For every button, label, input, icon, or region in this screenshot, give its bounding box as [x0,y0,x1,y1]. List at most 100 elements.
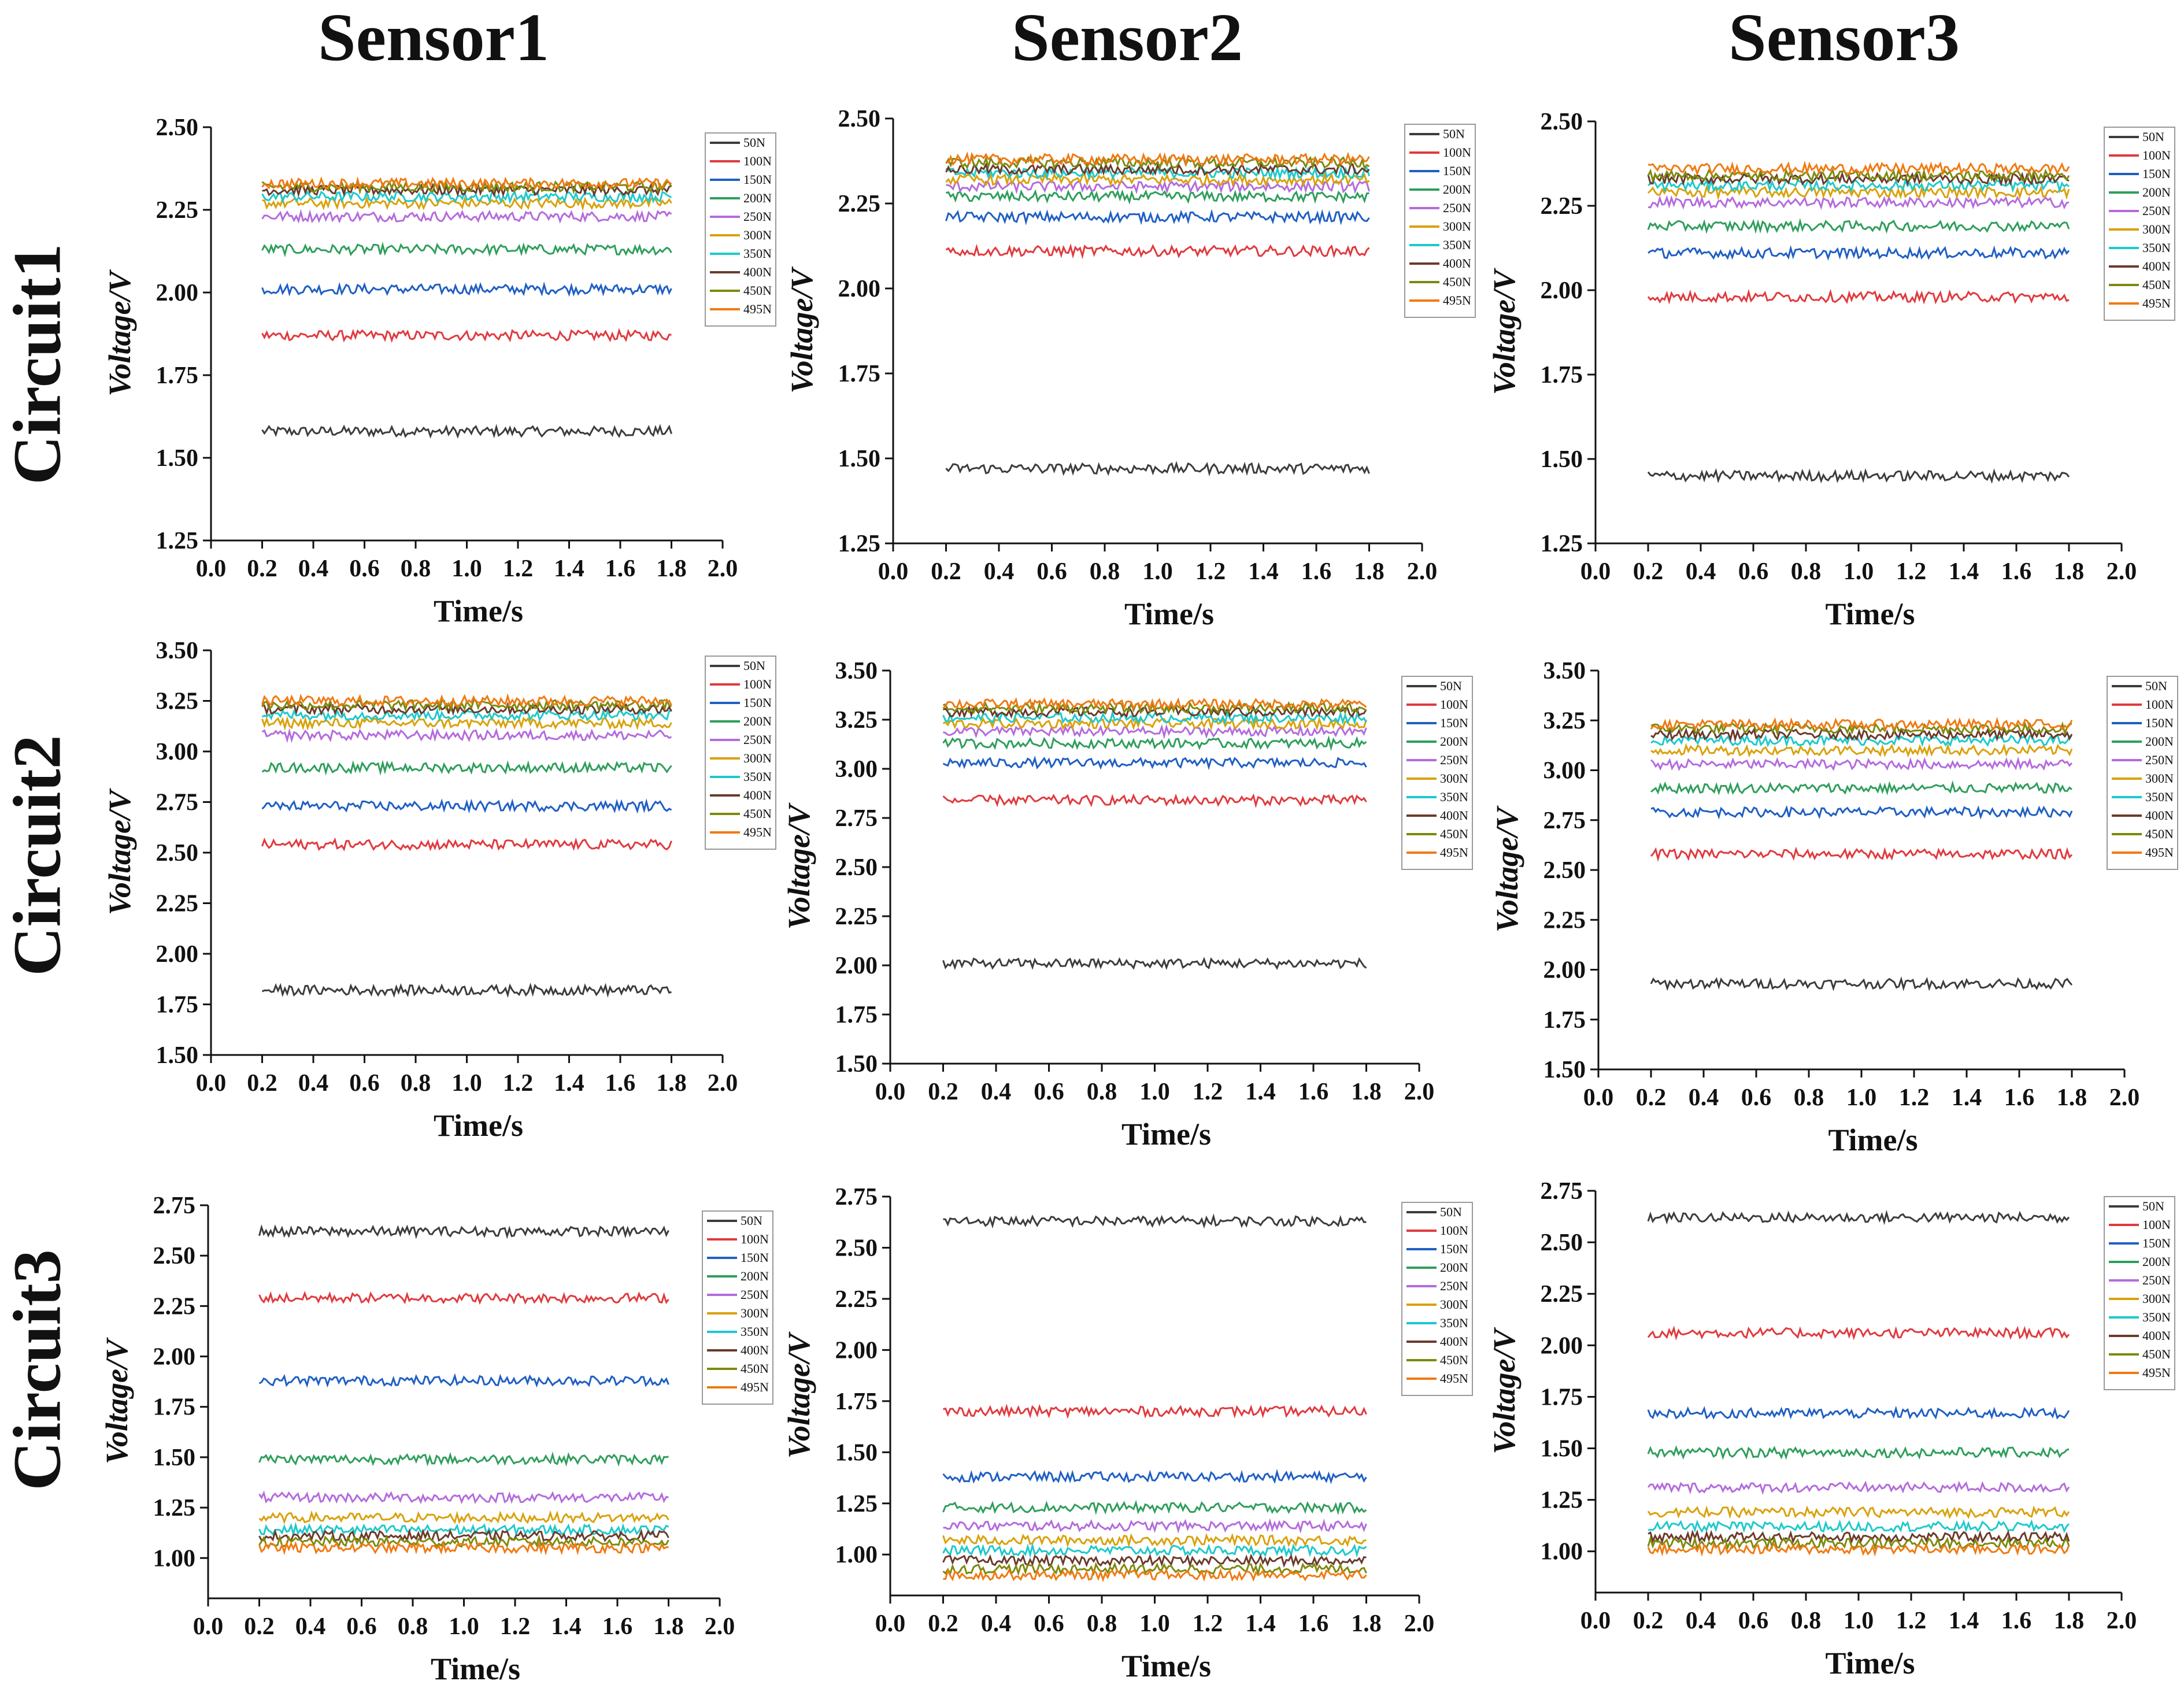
x-tick-label: 1.6 [1301,558,1332,585]
legend-box [705,132,776,327]
y-tick-label: 2.75 [1541,1178,1583,1205]
y-tick-label: 2.50 [838,106,881,132]
y-tick-label: 1.50 [1541,446,1583,473]
x-axis-title: Time/s [1121,1117,1211,1151]
y-tick-label: 3.50 [1543,658,1586,684]
y-tick-label: 2.00 [156,941,199,968]
y-tick-label: 1.50 [156,445,199,472]
x-tick-label: 0.8 [1791,1608,1822,1634]
series-line-400N [258,1528,669,1543]
y-tick-label: 3.00 [1543,758,1586,784]
legend-label-350N: 350N [1440,1316,1468,1330]
x-tick-label: 1.4 [554,556,584,582]
y-tick-label: 1.75 [835,1002,878,1028]
y-tick-label: 1.75 [835,1389,878,1415]
y-tick-label: 1.50 [1541,1436,1583,1462]
x-tick-label: 0.4 [981,1079,1012,1105]
legend-box [2107,676,2178,870]
series-line-400N [1648,1529,2070,1545]
series-line-495N [1648,160,2070,176]
legend-box [705,656,776,850]
legend-label-50N: 50N [2142,129,2164,144]
x-tick-label: 1.2 [1896,1608,1927,1634]
legend-label-250N: 250N [2145,753,2174,767]
series-line-400N [261,701,672,717]
x-tick-label: 0.8 [1087,1079,1117,1105]
x-tick-label: 1.2 [1896,558,1927,585]
series-line-200N [1647,1445,2070,1460]
x-tick-label: 0.0 [193,1613,224,1640]
y-tick-label: 1.50 [156,1042,199,1069]
x-tick-label: 1.6 [2004,1084,2035,1111]
series-line-495N [946,151,1370,167]
legend-label-400N: 400N [743,788,772,802]
series-line-495N [942,697,1367,712]
series-line-250N [943,724,1367,740]
x-tick-label: 0.2 [247,556,277,582]
y-tick-label: 3.50 [835,658,878,684]
legend-box [2104,127,2175,321]
x-tick-label: 2.0 [1404,1079,1435,1105]
legend-label-200N: 200N [2145,734,2174,749]
series-line-100N [942,793,1367,809]
series-line-495N [258,1540,669,1556]
y-tick-label: 1.25 [835,1491,878,1517]
x-tick-label: 1.6 [1298,1610,1329,1637]
legend-label-250N: 250N [2142,203,2171,218]
x-tick-label: 1.8 [2054,558,2085,585]
legend-label-450N: 450N [741,1361,769,1376]
legend-label-200N: 200N [1440,1260,1468,1275]
x-tick-label: 1.6 [605,556,636,582]
x-tick-label: 0.2 [1633,1608,1664,1634]
y-axis-title: Voltage/V [782,802,816,930]
series-line-250N [1650,756,2073,772]
legend-label-150N: 150N [743,695,772,710]
y-tick-label: 2.25 [156,891,199,917]
y-tick-label: 1.75 [153,1394,196,1421]
x-tick-label: 0.8 [398,1613,428,1640]
series-line-450N [945,155,1370,171]
y-tick-label: 2.75 [1543,808,1586,834]
x-tick-label: 0.4 [1686,1608,1716,1634]
legend-label-400N: 400N [1443,256,1471,271]
series-line-400N [945,162,1370,176]
legend-label-450N: 450N [743,283,772,298]
series-line-100N [1650,846,2073,862]
legend-label-100N: 100N [2145,697,2174,712]
y-tick-label: 1.75 [156,992,199,1019]
legend-label-50N: 50N [2142,1199,2164,1213]
chart-panel-7: 1.00 1.25 1.50 1.75 2.00 2.25 2.50 2.75 0.0 0.2 0.… [99,1193,773,1681]
series-line-150N [261,282,672,297]
x-tick-label: 0.2 [1636,1084,1667,1111]
legend-label-300N: 300N [2142,222,2171,236]
x-tick-label: 1.0 [1846,1084,1877,1111]
x-tick-label: 1.2 [1195,558,1226,585]
chart-panel-3: 1.25 1.50 1.75 2.00 2.25 2.50 0.0 0.2 0.4 0.6 0.8 1… [1487,109,2175,631]
x-tick-label: 0.0 [875,1610,906,1637]
chart-panel-1: 1.25 1.50 1.75 2.00 2.25 2.50 0.0 0.2 0.4 0.6 0.8 1… [102,114,776,628]
legend-box [702,1210,773,1405]
x-tick-label: 1.0 [451,556,482,582]
x-tick-label: 0.6 [1034,1079,1064,1105]
y-tick-label: 1.75 [1541,362,1583,388]
chart-panel-8: 1.00 1.25 1.50 1.75 2.00 2.25 2.50 2.75 0.0 0.2 0.… [782,1184,1473,1681]
series-line-450N [942,1561,1367,1576]
series-line-450N [258,1534,669,1549]
series-line-150N [942,756,1367,771]
legend-label-450N: 450N [2142,1347,2171,1361]
legend-label-450N: 450N [1443,275,1471,289]
x-tick-label: 0.4 [1686,558,1716,585]
series-line-495N [261,176,672,191]
series-line-150N [1650,805,2073,820]
x-tick-label: 1.2 [500,1613,531,1640]
legend-label-400N: 400N [2142,1328,2171,1343]
x-tick-label: 1.0 [1139,1610,1170,1637]
x-tick-label: 0.6 [1738,1608,1769,1634]
legend-label-300N: 300N [2145,771,2174,786]
x-tick-label: 0.0 [196,556,227,582]
series-line-350N [261,189,672,205]
x-axis-title: Time/s [1825,597,1915,631]
series-line-150N [942,1469,1367,1484]
y-tick-label: 3.50 [156,638,199,664]
x-tick-label: 1.4 [1245,1079,1276,1105]
